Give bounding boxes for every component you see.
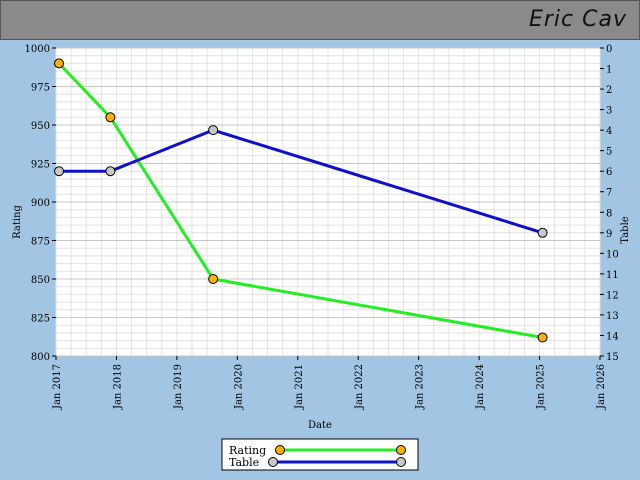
series-line-table — [59, 128, 544, 235]
x-axis-title: Date — [308, 420, 332, 431]
y-right-tick-label: 0 — [606, 44, 612, 55]
y-right-tick-label: 2 — [606, 85, 612, 96]
y-right-tick-label: 3 — [606, 106, 612, 117]
y-right-tick-label: 14 — [606, 331, 619, 342]
y-left-tick-label: 950 — [31, 121, 50, 132]
data-point-rating — [105, 112, 116, 123]
y-axis-right-title: Table — [620, 216, 631, 243]
data-point-rating — [208, 274, 219, 284]
y-left-tick-label: 975 — [31, 83, 50, 94]
y-right-tick-label: 10 — [606, 249, 619, 260]
y-right-tick-label: 15 — [606, 352, 619, 363]
data-point-rating — [537, 332, 548, 343]
data-point-table — [537, 227, 548, 238]
y-axis-left-title: Rating — [12, 205, 23, 239]
data-point-table — [105, 166, 116, 177]
y-left-tick-label: 925 — [31, 160, 50, 171]
data-point-table — [54, 166, 65, 177]
header-bar: Eric Cav — [0, 0, 640, 40]
legend-marker-table-start — [268, 457, 278, 467]
y-left-tick-label: 825 — [31, 314, 50, 325]
y-left-tick-label: 900 — [31, 198, 50, 209]
x-tick-label: Jan 2020 — [233, 364, 244, 410]
series-line-rating — [57, 62, 543, 339]
x-tick-label: Jan 2022 — [354, 364, 365, 410]
x-tick-label: Jan 2025 — [536, 364, 547, 410]
data-point-rating — [54, 58, 65, 69]
player-name: Eric Cav — [528, 7, 627, 32]
x-tick-label: Jan 2021 — [294, 364, 305, 410]
data-point-table — [208, 125, 219, 136]
legend-marker-table-end — [396, 457, 406, 467]
y-right-tick-label: 6 — [606, 167, 612, 178]
legend-label-rating: Rating — [229, 444, 266, 457]
series-layer — [54, 58, 548, 343]
legend-box — [221, 438, 419, 471]
x-tick-label: Jan 2017 — [52, 364, 63, 410]
x-tick-label: Jan 2024 — [475, 364, 486, 410]
y-right-tick-label: 11 — [606, 270, 619, 281]
grid-lines — [55, 47, 601, 357]
y-left-tick-label: 800 — [31, 352, 50, 363]
legend-label-table: Table — [229, 456, 259, 469]
y-right-tick-label: 4 — [606, 126, 612, 137]
legend-marker-rating-start — [275, 445, 285, 455]
y-right-tick-label: 1 — [606, 65, 612, 76]
legend: Rating Table — [221, 438, 419, 471]
y-left-tick-label: 875 — [31, 237, 50, 248]
y-right-tick-label: 12 — [606, 290, 619, 301]
legend-marker-rating-end — [396, 445, 406, 455]
y-right-tick-label: 8 — [606, 208, 612, 219]
y-left-tick-label: 850 — [31, 275, 50, 286]
x-tick-label: Jan 2026 — [596, 364, 607, 410]
y-right-tick-label: 5 — [606, 147, 612, 158]
x-tick-label: Jan 2018 — [112, 364, 123, 410]
y-left-tick-label: 1000 — [25, 44, 50, 55]
y-right-tick-label: 13 — [606, 311, 619, 322]
x-tick-label: Jan 2019 — [173, 364, 184, 410]
x-tick-label: Jan 2023 — [415, 364, 426, 410]
y-right-tick-label: 7 — [606, 188, 612, 199]
y-right-tick-label: 9 — [606, 229, 612, 240]
